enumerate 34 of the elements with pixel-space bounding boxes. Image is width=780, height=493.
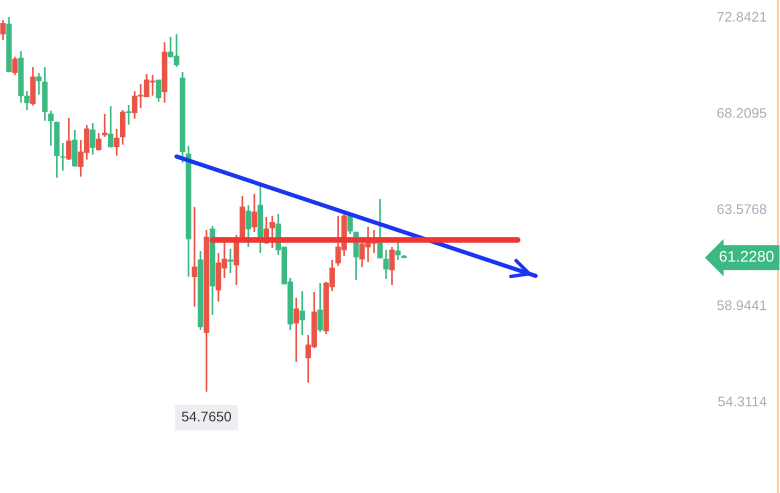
candlestick [383,249,389,280]
candlestick [347,215,353,235]
candlestick [156,79,162,103]
candlestick [192,206,198,308]
candlestick [24,90,30,111]
candlestick [0,19,6,41]
candlestick [246,204,252,248]
annotation: 61.2280 [720,250,774,262]
candlestick [108,105,114,148]
candlestick [102,113,108,138]
candlestick [114,128,120,157]
annotation: 54.7650 [182,412,232,422]
candlestick [126,104,132,126]
candlestick [96,132,102,152]
candlestick [270,215,276,249]
candlestick [66,117,72,161]
candlestick [36,72,42,96]
candlestick [234,234,240,286]
y-tick-label: 63.5768 [717,204,766,214]
candlestick [90,122,96,156]
candlestick [228,248,234,274]
candlestick [377,198,383,259]
candlestick [293,297,299,363]
candlestick [317,282,323,333]
candlestick [389,246,395,286]
y-tick-label: 58.9441 [717,300,766,310]
candlestick [299,290,305,336]
y-tick-label: 72.8421 [717,12,766,22]
y-tick-label: 54.3114 [718,396,766,406]
y-tick-label: 68.2095 [717,108,766,118]
candlestick [395,241,401,261]
candlestick [48,110,54,147]
candlestick [12,56,18,76]
candlestick [252,193,258,233]
